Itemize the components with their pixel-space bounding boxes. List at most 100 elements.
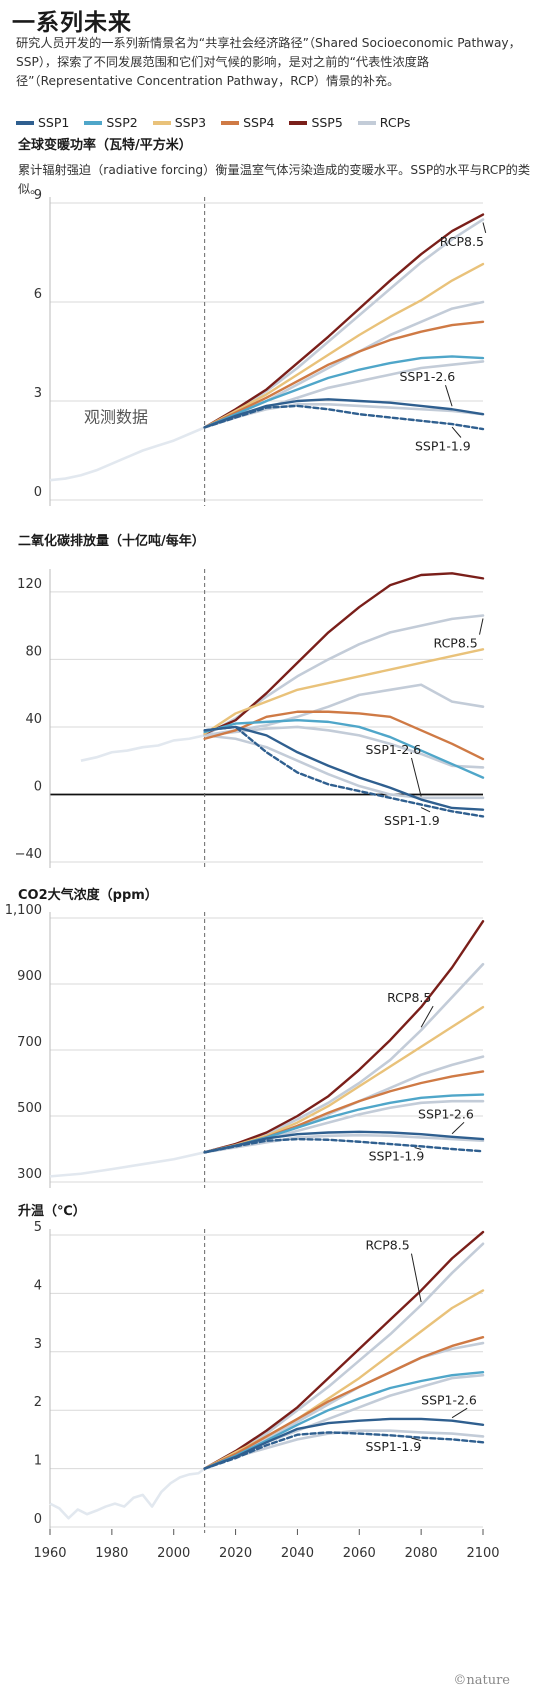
warming-annotation-pointer xyxy=(410,1253,422,1303)
concentration-annotation-pointer xyxy=(414,1147,422,1150)
warming-chart-title: 升温（℃） xyxy=(18,1204,86,1219)
legend-swatch-ssp5 xyxy=(289,120,308,125)
x-tick-label: 2100 xyxy=(466,1546,499,1561)
forcing-observed-line xyxy=(49,426,206,482)
credit-text: ©nature xyxy=(453,1673,510,1688)
concentration-annotation-pointer xyxy=(420,1005,434,1028)
concentration-series-rcp8-5 xyxy=(203,962,485,1154)
warming-ytick-label: 4 xyxy=(34,1278,42,1293)
concentration-ytick-label: 300 xyxy=(17,1167,42,1182)
legend-swatch-rcps xyxy=(357,120,376,125)
emissions-series-rcps-2 xyxy=(203,725,485,769)
legend-label-ssp3: SSP3 xyxy=(174,115,207,130)
legend-swatch-ssp1 xyxy=(16,120,34,125)
x-tick-label: 1960 xyxy=(33,1546,66,1561)
legend-label-rcps: RCPs xyxy=(379,115,411,130)
intro-text: 研究人员开发的一系列新情景名为“共享社会经济路径”（Shared Socioec… xyxy=(16,36,521,88)
legend-label-ssp4: SSP4 xyxy=(243,115,275,130)
forcing-series-ssp3 xyxy=(203,262,485,429)
concentration-ytick-label: 1,100 xyxy=(5,903,42,918)
concentration-series-ssp5 xyxy=(203,920,485,1154)
concentration-observed-line xyxy=(49,1151,205,1178)
emissions-observed-line xyxy=(80,734,205,762)
legend-swatch-ssp4 xyxy=(221,120,240,125)
legend-item-rcps: RCPs xyxy=(357,115,411,130)
concentration-series-ssp1-2-6 xyxy=(203,1130,485,1154)
warming-chart: 0 1 2 3 4 5 RCP8.5 SSP1-2.6 SSP1-1.9 1960 1980 2000… xyxy=(33,1220,499,1561)
warming-series-ssp5 xyxy=(203,1230,485,1470)
page-title: 一系列未来 xyxy=(12,10,132,36)
legend-label-ssp5: SSP5 xyxy=(311,115,343,130)
x-tick-label: 2060 xyxy=(343,1546,376,1561)
warming-annotation-ssp1-2-6: SSP1-2.6 xyxy=(421,1392,477,1407)
forcing-ytick-label: 6 xyxy=(34,287,42,302)
concentration-annotation-pointer xyxy=(451,1121,465,1135)
warming-series-rcp8-5 xyxy=(203,1242,485,1470)
emissions-series-ssp2 xyxy=(203,718,485,779)
legend-item-ssp5: SSP5 xyxy=(289,115,343,130)
concentration-ytick-label: 500 xyxy=(17,1101,42,1116)
legend-item-ssp2: SSP2 xyxy=(84,115,138,130)
forcing-series-rcp8-5 xyxy=(203,218,485,429)
legend-swatch-ssp3 xyxy=(152,120,171,125)
legend: SSP1 SSP2 SSP3 SSP4 SSP5 RCPs xyxy=(16,115,421,130)
concentration-series-rcps-3 xyxy=(203,1133,485,1154)
warming-annotation-rcp8-5: RCP8.5 xyxy=(365,1238,409,1253)
emissions-annotation-ssp1-1-9: SSP1-1.9 xyxy=(384,813,440,828)
warming-series-ssp3 xyxy=(203,1289,485,1470)
legend-item-ssp4: SSP4 xyxy=(221,115,274,130)
forcing-chart-title: 全球变暖功率（瓦特/平方米） xyxy=(18,138,192,153)
concentration-series-ssp1-1-9 xyxy=(203,1137,485,1154)
concentration-chart-title: CO2大气浓度（ppm） xyxy=(18,888,158,903)
concentration-ytick-label: 900 xyxy=(17,969,42,984)
warming-series-ssp1-1-9 xyxy=(203,1431,485,1470)
emissions-series-rcps-1 xyxy=(203,683,485,737)
forcing-annotation-ssp1-2-6: SSP1-2.6 xyxy=(399,369,455,384)
warming-ytick-label: 2 xyxy=(34,1395,42,1410)
forcing-ytick-label: 9 xyxy=(34,188,42,203)
emissions-annotation-rcp8-5: RCP8.5 xyxy=(434,636,478,651)
emissions-annotation-pointer xyxy=(479,618,484,635)
forcing-series-ssp5 xyxy=(203,213,485,429)
x-tick-label: 2080 xyxy=(405,1546,438,1561)
warming-series-rcps-1 xyxy=(203,1341,485,1470)
emissions-ytick-label: 40 xyxy=(25,712,42,727)
forcing-ytick-label: 0 xyxy=(34,485,42,500)
forcing-annotation-ssp1-1-9: SSP1-1.9 xyxy=(415,439,471,454)
warming-annotation-pointer xyxy=(411,1437,422,1442)
concentration-ytick-label: 700 xyxy=(17,1035,42,1050)
forcing-series-ssp2 xyxy=(203,355,485,429)
observed-data-label: 观测数据 xyxy=(84,407,148,426)
emissions-ytick-label: −40 xyxy=(15,847,42,862)
warming-annotation-pointer xyxy=(451,1407,468,1419)
forcing-annotation-pointer xyxy=(445,385,453,407)
concentration-chart: 300 500 700 900 1,100 RCP8.5 SSP1-2.6 SSP1-1.9 xyxy=(5,903,485,1188)
legend-label-ssp2: SSP2 xyxy=(106,115,138,130)
concentration-annotation-ssp1-1-9: SSP1-1.9 xyxy=(369,1149,425,1164)
forcing-series-ssp4 xyxy=(203,320,485,429)
emissions-ytick-label: 120 xyxy=(17,577,42,592)
concentration-annotation-ssp1-2-6: SSP1-2.6 xyxy=(418,1106,474,1121)
legend-label-ssp1: SSP1 xyxy=(38,115,70,130)
emissions-chart-title: 二氧化碳排放量（十亿吨/每年） xyxy=(18,534,205,549)
x-tick-label: 1980 xyxy=(95,1546,128,1561)
forcing-chart-subtitle: 累计辐射强迫（radiative forcing）衡量温室气体污染造成的变暖水平… xyxy=(18,163,531,196)
warming-ytick-label: 5 xyxy=(34,1220,42,1235)
warming-annotation-ssp1-1-9: SSP1-1.9 xyxy=(365,1439,421,1454)
legend-item-ssp1: SSP1 xyxy=(16,115,69,130)
forcing-series-ssp1-2-6 xyxy=(203,398,485,429)
warming-ytick-label: 3 xyxy=(34,1337,42,1352)
forcing-chart: 0 3 6 9 观测数据 RCP8.5 SSP1-2.6 SSP1-1.9 xyxy=(34,188,487,506)
forcing-ytick-label: 3 xyxy=(34,386,42,401)
emissions-series-rcps-3 xyxy=(203,734,485,800)
warming-series-ssp2 xyxy=(203,1371,485,1470)
concentration-annotation-rcp8-5: RCP8.5 xyxy=(387,990,431,1005)
forcing-annotation-rcp8-5: RCP8.5 xyxy=(440,234,484,249)
emissions-annotation-pointer xyxy=(420,807,431,813)
emissions-chart: −40 0 40 80 120 RCP8.5 SSP1-2.6 SSP1-1.9 xyxy=(15,569,485,868)
x-tick-label: 2040 xyxy=(281,1546,314,1561)
emissions-annotation-ssp1-2-6: SSP1-2.6 xyxy=(365,742,421,757)
forcing-annotation-pointer xyxy=(451,426,462,438)
emissions-series-ssp3 xyxy=(203,648,485,735)
x-tick-label: 2000 xyxy=(157,1546,190,1561)
